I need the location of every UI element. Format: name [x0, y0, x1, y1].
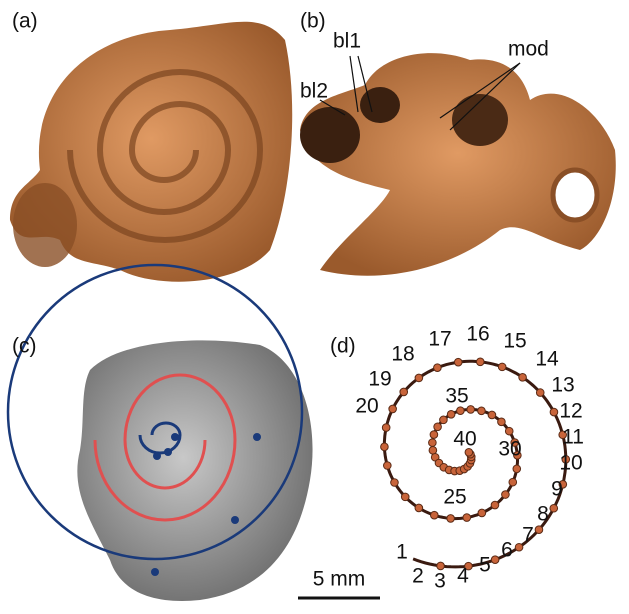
spiral-point	[434, 364, 442, 372]
spiral-point	[509, 478, 517, 486]
point-label: 15	[503, 330, 526, 353]
spiral-point	[434, 423, 442, 431]
point-label: 4	[457, 565, 469, 588]
point-label: 3	[434, 570, 446, 593]
annotation: mod	[508, 38, 549, 61]
annotation: bl1	[333, 30, 361, 53]
spiral-point	[550, 504, 558, 512]
panel-a-image	[10, 22, 292, 282]
panel-c-image	[8, 265, 313, 601]
spiral-point	[415, 504, 423, 512]
spiral-point	[454, 358, 462, 366]
spiral-point	[498, 418, 506, 426]
point-label: 6	[501, 539, 513, 562]
point-label: 17	[428, 328, 451, 351]
spiral-point	[429, 439, 437, 447]
spiral-point	[447, 515, 455, 523]
spiral-point	[478, 509, 486, 517]
spiral-point	[400, 388, 408, 396]
spiral-point	[389, 405, 397, 413]
panel-b-image	[300, 53, 616, 276]
spiral-point	[447, 411, 455, 419]
panel-label: (d)	[330, 335, 356, 358]
spiral-point	[478, 407, 486, 415]
spiral-point	[488, 411, 496, 419]
spiral-point	[498, 363, 506, 371]
spiral-point	[415, 374, 423, 382]
spiral-point	[430, 431, 438, 439]
spiral-point	[381, 443, 389, 451]
scale-bar-label: 5 mm	[313, 568, 366, 591]
panel-label: (b)	[300, 10, 326, 33]
point-label: 5	[479, 554, 491, 577]
spiral-point	[457, 407, 465, 415]
annotation: bl2	[300, 80, 328, 103]
point-label: 16	[466, 323, 489, 346]
spiral-point	[431, 511, 439, 519]
point-label: 30	[498, 438, 521, 461]
spiral-point	[536, 389, 544, 397]
spiral-point	[491, 501, 499, 509]
point-label: 11	[562, 426, 584, 449]
spiral-point	[519, 373, 527, 381]
spiral-point	[391, 479, 399, 487]
spiral-point	[382, 424, 390, 432]
panel-label: (c)	[12, 335, 37, 358]
point-label: 12	[559, 400, 582, 423]
spiral-point	[491, 556, 499, 564]
spiral-point	[476, 358, 484, 366]
point-label: 14	[535, 348, 559, 371]
point-label: 25	[443, 486, 466, 509]
point-label: 7	[522, 524, 534, 547]
spiral-point	[384, 462, 392, 470]
point-label: 40	[453, 428, 476, 451]
spiral-point	[401, 493, 409, 501]
point-label: 9	[551, 478, 563, 501]
panel-label: (a)	[12, 10, 38, 33]
point-label: 1	[396, 541, 408, 564]
spiral-point	[505, 427, 513, 435]
point-label: 20	[355, 395, 378, 418]
point-label: 13	[551, 374, 574, 397]
point-label: 18	[391, 343, 414, 366]
spiral-point	[463, 514, 471, 522]
spiral-point	[535, 526, 543, 534]
point-label: 19	[368, 368, 391, 391]
point-label: 2	[412, 565, 424, 588]
spiral-point	[513, 465, 521, 473]
point-label: 35	[445, 385, 468, 408]
point-label: 8	[537, 503, 549, 526]
point-label: 10	[559, 452, 582, 475]
spiral-point	[550, 408, 558, 416]
figure: (a) (b) bl1 bl2 mod (c) 5 mm (d) 1234567…	[0, 0, 629, 614]
spiral-point	[440, 416, 448, 424]
spiral-point	[502, 491, 510, 499]
